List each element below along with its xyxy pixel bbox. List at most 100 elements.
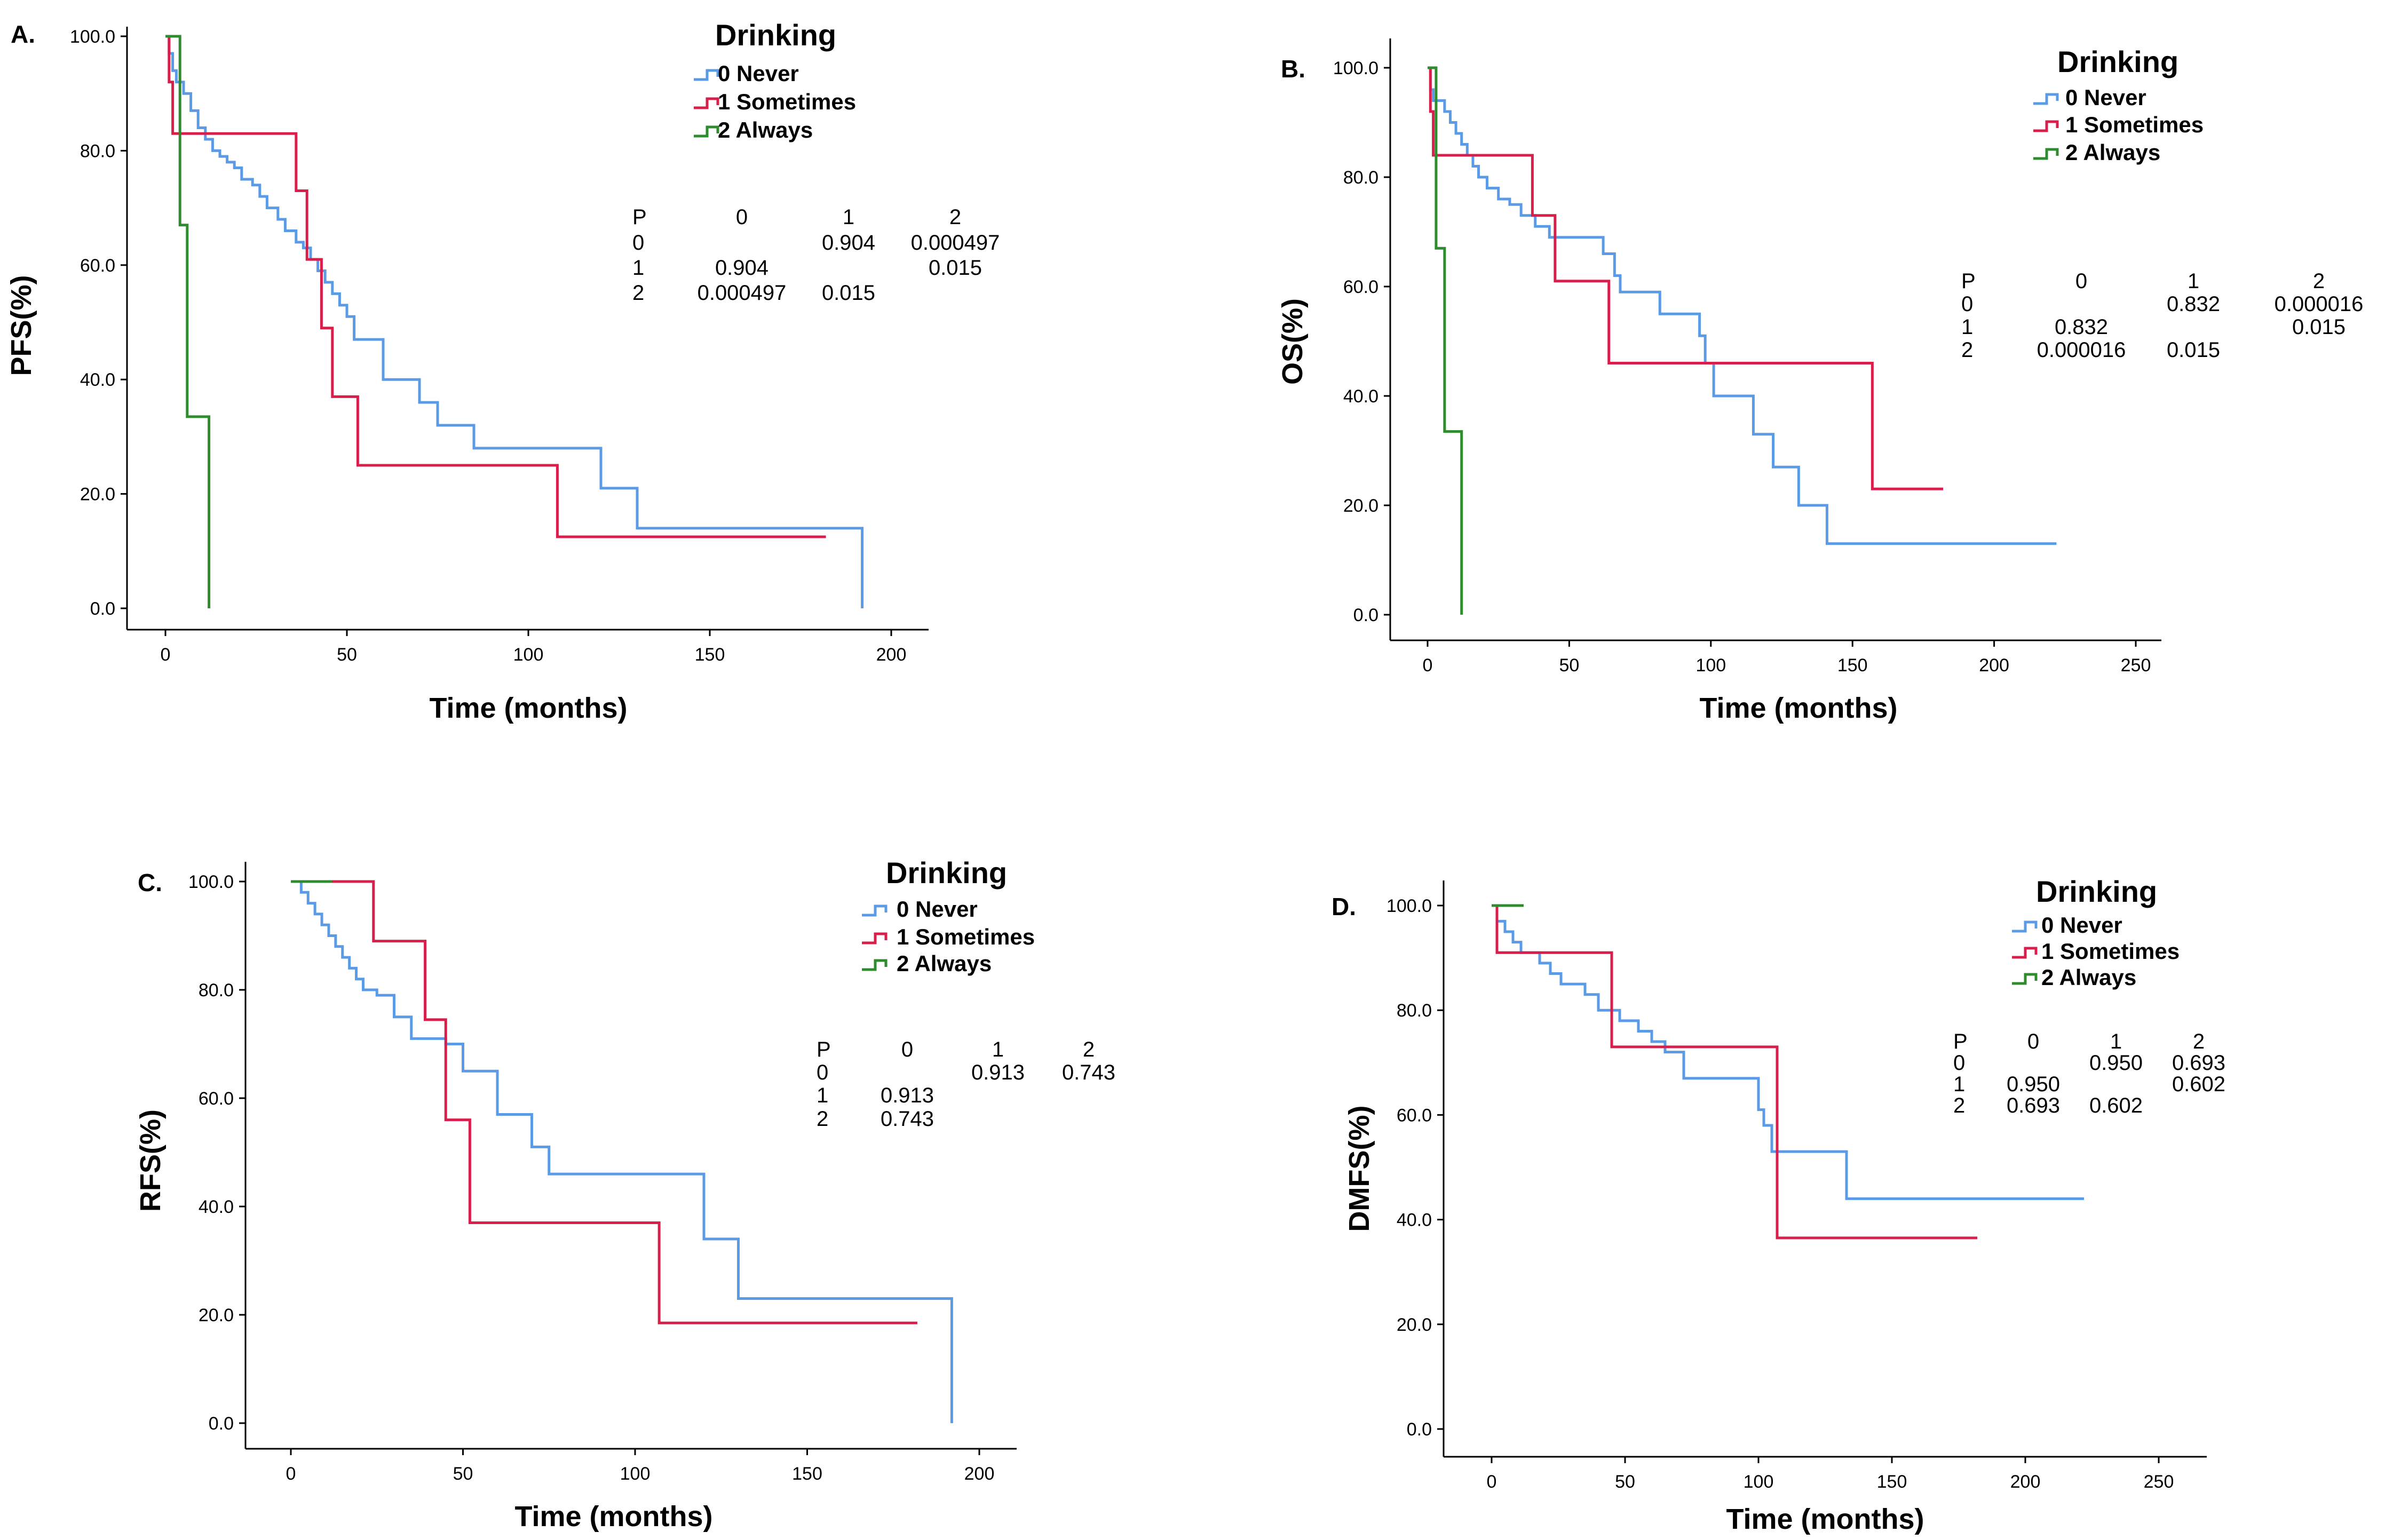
pvalue-cell: 0.015 — [2292, 315, 2346, 339]
y-tick-label: 20.0 — [199, 1305, 234, 1325]
pvalue-cell: 0.000016 — [2275, 292, 2364, 316]
y-tick-label: 20.0 — [80, 485, 115, 505]
y-tick-label: 20.0 — [1397, 1315, 1432, 1335]
y-axis-title: DMFS(%) — [1343, 1106, 1375, 1232]
y-tick-label: 40.0 — [1397, 1210, 1432, 1231]
x-tick-label: 250 — [2121, 655, 2151, 676]
legend-swatch-sometimes — [862, 932, 888, 944]
pvalue-header-cell: P — [632, 205, 647, 229]
legend-item-never: 0 Never — [897, 896, 978, 922]
y-tick-label: 40.0 — [1343, 386, 1378, 407]
x-tick-label: 0 — [1423, 655, 1433, 676]
pvalue-header-cell: 0 — [2075, 269, 2087, 293]
y-tick-label: 80.0 — [80, 141, 115, 161]
curve-never — [1428, 66, 2057, 545]
y-axis-title: OS(%) — [1277, 298, 1309, 385]
legend-swatch-always — [694, 125, 719, 138]
x-tick-label: 200 — [964, 1464, 995, 1484]
panel-b: B.0 50 100 150 200 2500.020.040.060.080.0100.… — [1277, 38, 2363, 724]
y-tick-label: 100.0 — [1386, 896, 1432, 916]
y-tick-label: 80.0 — [1397, 1001, 1432, 1021]
legend-swatch-sometimes — [2012, 947, 2038, 959]
pvalue-cell: 0.913 — [971, 1061, 1025, 1084]
pvalue-header-cell: 0 — [901, 1038, 913, 1061]
y-tick-label: 80.0 — [1343, 168, 1378, 188]
pvalue-cell: 0.832 — [2167, 292, 2220, 316]
panel-label-b: B. — [1281, 55, 1305, 83]
x-tick-label: 200 — [876, 645, 907, 665]
legend-item-always: 2 Always — [897, 951, 992, 976]
pvalue-header-cell: 0 — [736, 205, 748, 229]
legend-item-sometimes: 1 Sometimes — [897, 924, 1035, 949]
legend-title: Drinking — [886, 856, 1007, 890]
pvalue-cell: 0.000497 — [698, 281, 787, 305]
pvalue-cell: 0 — [1953, 1051, 1965, 1075]
legend-title: Drinking — [2036, 875, 2157, 908]
y-tick-label: 100.0 — [70, 27, 115, 47]
pvalue-cell: 0.015 — [822, 281, 875, 305]
legend-swatch-always — [2012, 973, 2038, 985]
pvalue-cell: 0.693 — [2007, 1094, 2060, 1117]
legend-swatch-never — [694, 69, 719, 81]
x-tick-label: 150 — [1837, 655, 1868, 676]
x-tick-label: 50 — [1615, 1472, 1635, 1492]
pvalue-header-cell: 2 — [949, 205, 961, 229]
legend-item-sometimes: 1 Sometimes — [718, 89, 856, 114]
curve-sometimes — [1428, 66, 1944, 490]
y-tick-label: 80.0 — [199, 980, 234, 1001]
panel-label-a: A. — [11, 20, 35, 48]
y-tick-label: 60.0 — [199, 1089, 234, 1109]
x-tick-label: 0 — [161, 645, 171, 665]
x-tick-label: 150 — [695, 645, 725, 665]
x-axis-title: Time (months) — [514, 1501, 712, 1533]
pvalue-cell: 0.000497 — [911, 231, 1000, 255]
pvalue-cell: 0.693 — [2172, 1051, 2225, 1075]
curve-always — [1428, 66, 1463, 615]
legend-item-sometimes: 1 Sometimes — [2041, 939, 2180, 964]
legend-item-never: 0 Never — [2065, 85, 2146, 110]
pvalue-cell: 0.602 — [2172, 1073, 2225, 1096]
pvalue-header-cell: 2 — [1083, 1038, 1095, 1061]
y-tick-label: 20.0 — [1343, 496, 1378, 516]
curve-sometimes — [165, 35, 826, 538]
pvalue-cell: 2 — [632, 281, 644, 305]
x-tick-label: 200 — [2010, 1472, 2041, 1492]
pvalue-cell: 1 — [1953, 1073, 1965, 1096]
pvalue-cell: 2 — [1961, 338, 1973, 362]
legend-swatch-always — [2033, 148, 2059, 160]
pvalue-cell: 0.913 — [881, 1084, 934, 1107]
pvalue-cell: 0.015 — [929, 256, 982, 280]
x-tick-label: 150 — [792, 1464, 822, 1484]
legend-title: Drinking — [715, 18, 836, 52]
panel-label-c: C. — [138, 869, 162, 896]
y-tick-label: 0.0 — [1407, 1419, 1432, 1440]
pvalue-cell: 0 — [1961, 292, 1973, 316]
pvalue-cell: 1 — [1961, 315, 1973, 339]
pvalue-header-cell: 1 — [843, 205, 854, 229]
y-axis-title: RFS(%) — [134, 1109, 167, 1212]
pvalue-cell: 0.743 — [1062, 1061, 1115, 1084]
legend-item-always: 2 Always — [2065, 140, 2160, 165]
pvalue-header-cell: 1 — [2110, 1030, 2122, 1053]
y-tick-label: 40.0 — [199, 1197, 234, 1217]
pvalue-cell: 0.832 — [2055, 315, 2108, 339]
pvalue-header-cell: 0 — [2027, 1030, 2039, 1053]
pvalue-cell: 1 — [817, 1084, 828, 1107]
x-tick-label: 0 — [286, 1464, 296, 1484]
pvalue-cell: 0.950 — [2007, 1073, 2060, 1096]
y-tick-label: 0.0 — [90, 599, 115, 619]
legend-swatch-always — [862, 959, 888, 971]
curve-never — [165, 35, 864, 608]
curve-never — [291, 880, 953, 1423]
x-tick-label: 100 — [513, 645, 544, 665]
pvalue-cell: 2 — [817, 1107, 828, 1131]
legend-item-always: 2 Always — [718, 117, 813, 142]
pvalue-header-cell: 2 — [2313, 269, 2325, 293]
curve-never — [1492, 904, 2084, 1200]
pvalue-header-cell: P — [1953, 1030, 1968, 1053]
pvalue-cell: 0.950 — [2089, 1051, 2143, 1075]
